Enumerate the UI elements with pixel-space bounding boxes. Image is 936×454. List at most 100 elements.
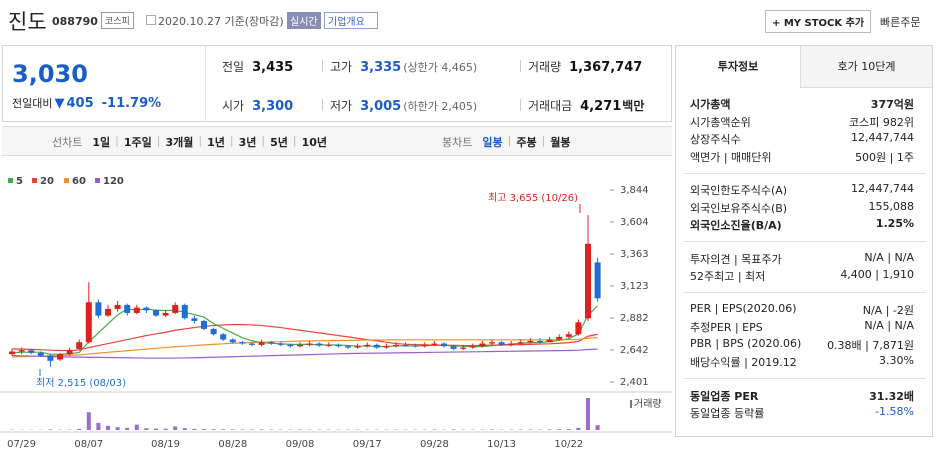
- info-label: 시가총액: [690, 98, 731, 111]
- change-label: 전일대비: [12, 97, 53, 110]
- candle-body: [28, 350, 35, 353]
- tab-separator: |: [156, 134, 161, 147]
- legend-label: 5: [16, 176, 23, 187]
- period-tab[interactable]: 1일: [92, 136, 111, 149]
- candle-body: [469, 346, 476, 348]
- volume-bar: [182, 428, 187, 430]
- volume-bar: [259, 429, 264, 430]
- candle-body: [364, 344, 371, 347]
- period-tab[interactable]: 일봉: [482, 136, 503, 149]
- info-value: 1.25%: [875, 217, 914, 230]
- x-tick-label: 07/29: [7, 439, 36, 450]
- stat-note: (상한가 4,465): [403, 61, 478, 74]
- calendar-icon: [146, 15, 156, 25]
- candle-body: [345, 346, 351, 348]
- candle-body: [47, 355, 54, 361]
- company-info-button[interactable]: 기업개요: [324, 12, 378, 29]
- down-arrow: ▼: [54, 96, 65, 111]
- candle-body: [316, 343, 323, 346]
- divider: [205, 45, 206, 122]
- my-stock-button[interactable]: + MY STOCK 추가: [765, 10, 872, 33]
- legend-swatch: [8, 178, 13, 183]
- candle-body: [431, 343, 438, 345]
- info-label: 투자의견 | 목표주가: [690, 252, 782, 266]
- candle-body: [585, 243, 591, 319]
- candle-body: [105, 308, 111, 316]
- candle-body: [95, 302, 102, 316]
- period-tab[interactable]: 10년: [301, 136, 328, 149]
- period-tab[interactable]: 3개월: [165, 136, 194, 149]
- candle-body: [66, 350, 73, 355]
- volume-bar: [192, 428, 197, 430]
- stat-divider: [322, 99, 323, 111]
- candle-body: [479, 343, 486, 347]
- section-divider: [683, 292, 926, 293]
- candle-body: [306, 343, 313, 345]
- period-tab[interactable]: 1주일: [123, 136, 152, 149]
- tab-separator: |: [198, 134, 203, 147]
- info-tab[interactable]: 투자정보: [676, 46, 800, 88]
- candle-body: [450, 346, 457, 349]
- candle-body: [527, 340, 534, 343]
- info-label: 액면가 | 매매단위: [690, 150, 772, 164]
- tab-label: 선차트: [52, 136, 83, 149]
- candle-body: [489, 342, 495, 344]
- quick-order[interactable]: 빠른주문: [880, 16, 921, 29]
- volume-bar: [154, 428, 158, 430]
- candle-body: [181, 304, 188, 319]
- low-annotation: 최저 2,515 (08/03): [36, 377, 126, 389]
- volume-bar: [77, 428, 82, 430]
- info-label: 외국인한도주식수(A): [690, 184, 788, 197]
- candle-body: [143, 307, 150, 311]
- candle-body: [537, 340, 543, 343]
- period-tab[interactable]: 주봉: [516, 136, 537, 149]
- legend-swatch: [32, 178, 37, 183]
- x-tick-label: 10/13: [487, 439, 516, 450]
- volume-bar: [576, 427, 581, 430]
- volume-bar: [173, 426, 178, 430]
- date: 2020.10.27 기준(장마감): [158, 15, 284, 28]
- y-tick-label: 3,604: [620, 217, 649, 228]
- volume-bar: [595, 425, 600, 430]
- stat-value: 4,271: [580, 99, 622, 114]
- volume-bar: [547, 429, 552, 430]
- period-tab[interactable]: 월봉: [550, 136, 571, 149]
- stat: 저가 3,005 (하한가 2,405): [330, 97, 477, 114]
- tab-label: 봉차트: [442, 136, 473, 149]
- stat-label: 고가: [330, 60, 353, 74]
- high-annotation: 최고 3,655 (10/26): [488, 192, 578, 204]
- tab-separator: |: [115, 134, 119, 147]
- candle-body: [421, 344, 428, 347]
- tab-separator: |: [261, 134, 266, 147]
- candle-body: [402, 344, 409, 346]
- info-value: N/A | N/A: [864, 319, 914, 332]
- period-tab[interactable]: 1년: [207, 136, 225, 149]
- legend-label: 120: [103, 176, 124, 187]
- volume-bar: [125, 427, 130, 430]
- candle-body: [76, 342, 83, 349]
- stat: 거래대금 4,271 백만: [528, 97, 644, 114]
- realtime-badge[interactable]: 실시간: [287, 12, 321, 29]
- period-tab[interactable]: 5년: [270, 136, 288, 149]
- candle-body: [546, 339, 553, 343]
- volume-bar: [202, 429, 206, 430]
- orderbook-tab[interactable]: 호가 10단계: [800, 46, 932, 88]
- info-label: 시가총액순위: [690, 115, 751, 129]
- x-tick-label: 08/28: [218, 439, 247, 450]
- candle-body: [325, 344, 332, 346]
- info-value: 12,447,744: [851, 182, 914, 195]
- moving-average-line: [11, 337, 598, 358]
- candle-body: [37, 352, 44, 356]
- info-value: 0.38배 | 7,871원: [827, 338, 914, 352]
- candle-body: [460, 347, 467, 349]
- stat-unit: 백만: [622, 99, 645, 113]
- moving-average-line: [11, 324, 598, 352]
- tab-separator: |: [229, 134, 234, 147]
- candle-body: [441, 343, 447, 347]
- info-label: 배당수익률 | 2019.12: [690, 356, 797, 369]
- info-label: 외국인보유주식수(B): [690, 201, 788, 215]
- stat-label: 저가: [330, 99, 353, 113]
- period-tab[interactable]: 3년: [238, 136, 257, 149]
- candle-body: [268, 342, 275, 344]
- legend-label: 60: [72, 176, 86, 187]
